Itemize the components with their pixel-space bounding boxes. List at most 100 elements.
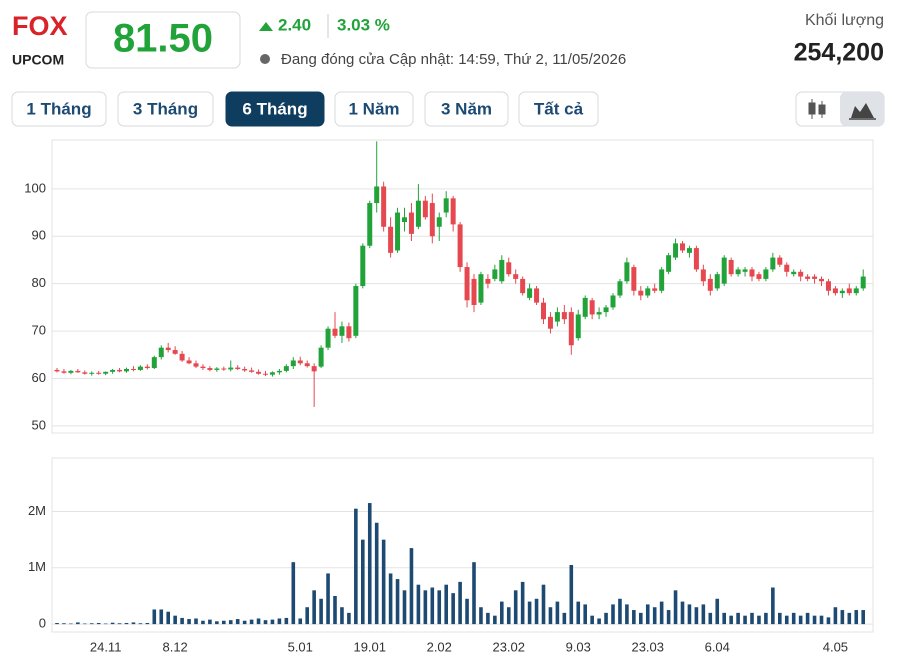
candle-body: [853, 288, 859, 294]
candle-body: [249, 370, 255, 372]
volume-bar: [180, 617, 184, 625]
volume-bar: [409, 548, 414, 625]
tab-frame[interactable]: [334, 91, 414, 127]
candle-body: [193, 363, 199, 367]
candle-body: [791, 271, 797, 275]
candle-body: [172, 350, 178, 354]
x-tick-label: 23.03: [631, 639, 664, 654]
volume-bar: [548, 607, 553, 625]
tab[interactable]: 1 Năm: [334, 91, 414, 127]
volume-bar: [666, 610, 671, 625]
y-tick-label: 1M: [28, 559, 46, 574]
volume-bar: [187, 619, 191, 625]
candle-body: [756, 274, 762, 279]
candle-body: [311, 366, 317, 372]
candle-body: [624, 262, 630, 282]
x-tick-label: 6.04: [705, 639, 730, 654]
volume-label: Khối lượng: [805, 12, 884, 29]
volume-bar: [437, 590, 442, 625]
candle-body: [165, 347, 171, 351]
tab-frame[interactable]: [518, 91, 599, 127]
candle-body: [798, 271, 804, 277]
candle-body: [68, 370, 74, 373]
updated: Cập nhật: 14:59, Thứ 2, 11/05/2026: [389, 51, 626, 68]
volume-bar: [680, 601, 685, 625]
tab[interactable]: 3 Năm: [424, 91, 509, 127]
tab[interactable]: Tất cả: [518, 91, 599, 127]
tab-label[interactable]: 1 Tháng: [26, 99, 91, 118]
candle-body: [276, 370, 282, 373]
change: 2.40: [278, 15, 311, 34]
volume-bar: [743, 615, 747, 625]
candle-body: [200, 366, 206, 369]
candle-body: [318, 347, 324, 367]
candle-body: [575, 314, 581, 339]
candle-button[interactable]: [808, 99, 826, 119]
volume-bar: [416, 584, 421, 625]
candle-body: [825, 281, 831, 291]
tab-frame[interactable]: [11, 91, 107, 127]
volume-bar: [256, 618, 261, 625]
candle-body: [151, 357, 157, 369]
candle-body: [374, 186, 380, 204]
candle-body: [395, 212, 401, 251]
volume-bar: [618, 598, 622, 625]
tab-frame[interactable]: [424, 91, 509, 127]
volume-bar: [291, 562, 296, 625]
tab[interactable]: 6 Tháng: [225, 91, 325, 127]
volume-bar: [527, 601, 532, 625]
candle-body: [228, 367, 234, 370]
candle-body: [124, 368, 129, 372]
tab-label[interactable]: 3 Tháng: [133, 99, 198, 118]
tab[interactable]: 1 Tháng: [11, 91, 107, 127]
candle-body: [457, 224, 463, 268]
tab-label[interactable]: 3 Năm: [441, 99, 492, 118]
volume-bar: [493, 615, 497, 625]
status-dot: [260, 54, 270, 64]
x-tick-label: 5.01: [288, 639, 313, 654]
volume-bar: [402, 590, 407, 625]
volume-bar: [249, 619, 254, 625]
tab-label[interactable]: 1 Năm: [348, 99, 399, 118]
tab-frame[interactable]: [117, 91, 214, 127]
volume-bar: [270, 619, 275, 625]
candle-body: [346, 326, 352, 339]
volume-bar: [486, 612, 490, 625]
candle-body: [283, 366, 289, 371]
volume-bar: [388, 573, 393, 625]
volume-bar: [771, 587, 775, 625]
candle-body: [89, 372, 95, 374]
volume-bar: [69, 623, 73, 625]
volume-bar: [590, 615, 594, 625]
volume-bar: [263, 620, 268, 625]
candle-body: [221, 368, 227, 370]
candle-body: [582, 297, 588, 317]
candle-body: [485, 278, 491, 284]
candle-body: [158, 347, 164, 358]
candle-body: [784, 264, 790, 272]
tab-label[interactable]: Tất cả: [534, 99, 584, 118]
candle-body: [381, 186, 387, 227]
volume-bar: [854, 610, 859, 625]
candle-body: [666, 255, 672, 272]
candle-body: [61, 371, 67, 373]
x-tick-label: 8.12: [162, 639, 187, 654]
candle-body: [728, 259, 734, 275]
candle-body: [443, 198, 449, 213]
candle-body: [686, 248, 692, 253]
candle-body: [610, 295, 616, 308]
volume-bar: [625, 604, 629, 625]
candle-body: [436, 217, 442, 227]
tab-label[interactable]: 6 Tháng: [242, 99, 307, 118]
candle-body: [256, 371, 262, 374]
volume-bar: [819, 615, 824, 625]
tab-frame[interactable]: [225, 91, 325, 127]
candle-body: [638, 290, 644, 296]
x-tick-label: 23.02: [492, 639, 525, 654]
tab[interactable]: 3 Tháng: [117, 91, 214, 127]
volume-bar: [333, 595, 337, 625]
volume-bar: [284, 617, 289, 625]
x-tick-label: 2.02: [427, 639, 452, 654]
chart-type-toggle: [795, 91, 885, 127]
x-tick-label: 4.05: [823, 639, 848, 654]
